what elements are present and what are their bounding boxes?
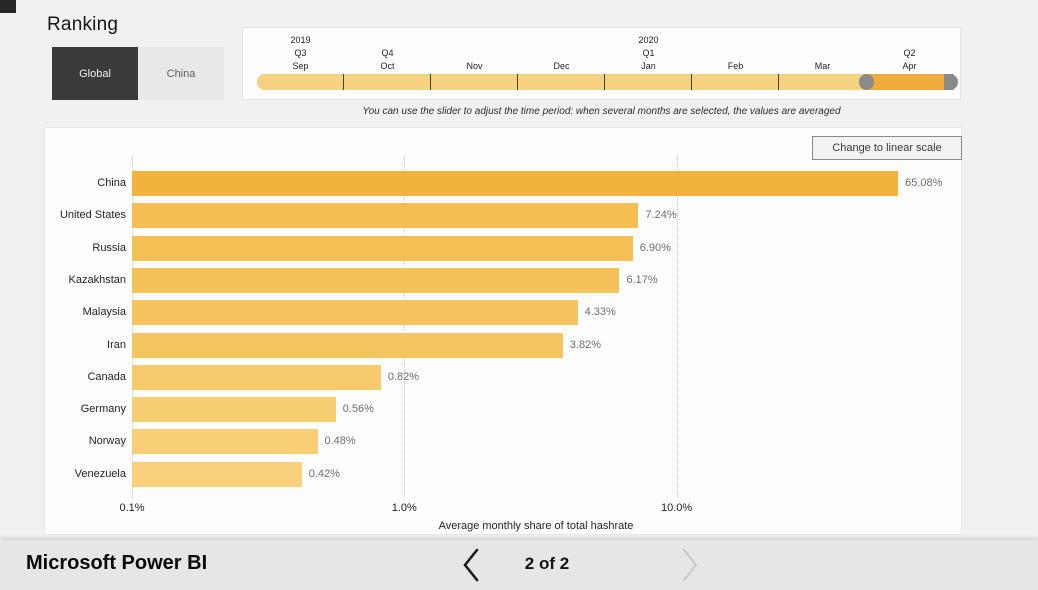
bar-malaysia[interactable] <box>132 300 578 326</box>
slider-period-label: Q4 Oct <box>380 48 395 71</box>
slider-period-label: 2020 Q1 Jan <box>638 35 659 71</box>
slider-segment-oct[interactable] <box>344 74 431 90</box>
slider-segment-dec[interactable] <box>518 74 605 90</box>
value-label: 65.08% <box>905 177 943 189</box>
toggle-china-button[interactable]: China <box>138 47 224 100</box>
bar-kazakhstan[interactable] <box>132 267 620 293</box>
value-label: 0.56% <box>342 403 374 416</box>
bar-norway[interactable] <box>132 429 318 455</box>
category-label: Canada <box>87 370 126 383</box>
slider-period-label: 2019 Q3 Sep <box>290 35 311 71</box>
slider-segment-mar[interactable] <box>779 74 866 90</box>
value-label: 7.24% <box>645 209 677 222</box>
x-tick-label: 10.0% <box>660 502 693 514</box>
category-label: United States <box>59 209 126 222</box>
toggle-global-button[interactable]: Global <box>52 47 138 100</box>
footer-bar: Microsoft Power BI 2 of 2 <box>0 540 1038 590</box>
bar-russia[interactable] <box>132 235 633 261</box>
change-scale-button[interactable]: Change to linear scale <box>812 136 962 160</box>
page-title: Ranking <box>47 14 119 35</box>
slider-period-label: Dec <box>553 61 570 71</box>
time-slider-labels: 2019 Q3 Sep Q4 Oct Nov Dec 2020 Q1 Jan Feb Mar Q2 Apr <box>257 28 953 74</box>
x-tick-label: 1.0% <box>391 502 417 514</box>
category-label: Germany <box>80 403 126 416</box>
slider-period-label: Nov <box>466 61 483 71</box>
view-toggle: Global China <box>52 47 224 100</box>
next-page-button[interactable] <box>677 547 703 583</box>
prev-page-button[interactable] <box>458 547 484 583</box>
slider-segment-sep[interactable] <box>257 74 344 90</box>
slider-period-label: Mar <box>814 61 831 71</box>
gridline <box>404 156 406 498</box>
bar-venezuela[interactable] <box>132 461 302 487</box>
corner-artifact <box>0 0 16 13</box>
bar-iran[interactable] <box>132 332 563 358</box>
value-label: 0.42% <box>308 467 340 480</box>
category-label: Iran <box>107 338 126 351</box>
time-slider-track[interactable] <box>257 74 958 90</box>
value-label: 6.90% <box>639 241 671 254</box>
slider-handle-right[interactable] <box>944 74 958 90</box>
x-axis-title: Average monthly share of total hashrate <box>438 520 634 532</box>
gridline <box>132 156 133 498</box>
category-label: Russia <box>92 241 126 254</box>
slider-segment-jan[interactable] <box>605 74 692 90</box>
category-label: Norway <box>88 435 126 448</box>
powerbi-brand[interactable]: Microsoft Power BI <box>26 552 208 574</box>
category-label: China <box>97 177 126 189</box>
category-label: Malaysia <box>82 306 126 319</box>
category-label: Venezuela <box>74 467 126 480</box>
x-tick-label: 0.1% <box>119 502 145 514</box>
value-label: 6.17% <box>626 273 658 286</box>
page-indicator: 2 of 2 <box>524 554 570 573</box>
slider-period-label: Q2 Apr <box>902 48 917 71</box>
value-label: 0.82% <box>387 370 420 383</box>
slider-segment-nov[interactable] <box>431 74 518 90</box>
value-label: 0.48% <box>324 435 356 448</box>
slider-segment-feb[interactable] <box>692 74 779 90</box>
gridline <box>676 156 678 498</box>
chart-panel: Change to linear scale 0.1% 1.0% 10.0% Chin… <box>44 127 962 535</box>
slider-segment-apr[interactable] <box>866 74 953 90</box>
slider-period-label: Feb <box>727 61 744 71</box>
bar-united-states[interactable] <box>132 203 639 229</box>
slider-instruction: You can use the slider to adjust the tim… <box>362 106 841 117</box>
bar-canada[interactable] <box>132 364 381 390</box>
bar-germany[interactable] <box>132 397 336 423</box>
time-slider-panel: 2019 Q3 Sep Q4 Oct Nov Dec 2020 Q1 Jan Feb Mar Q2 Apr <box>242 27 961 100</box>
value-label: 4.33% <box>584 306 616 319</box>
bar-china[interactable] <box>132 171 899 196</box>
category-label: Kazakhstan <box>68 273 126 286</box>
slider-handle-left[interactable] <box>859 74 874 90</box>
value-label: 3.82% <box>569 338 601 351</box>
